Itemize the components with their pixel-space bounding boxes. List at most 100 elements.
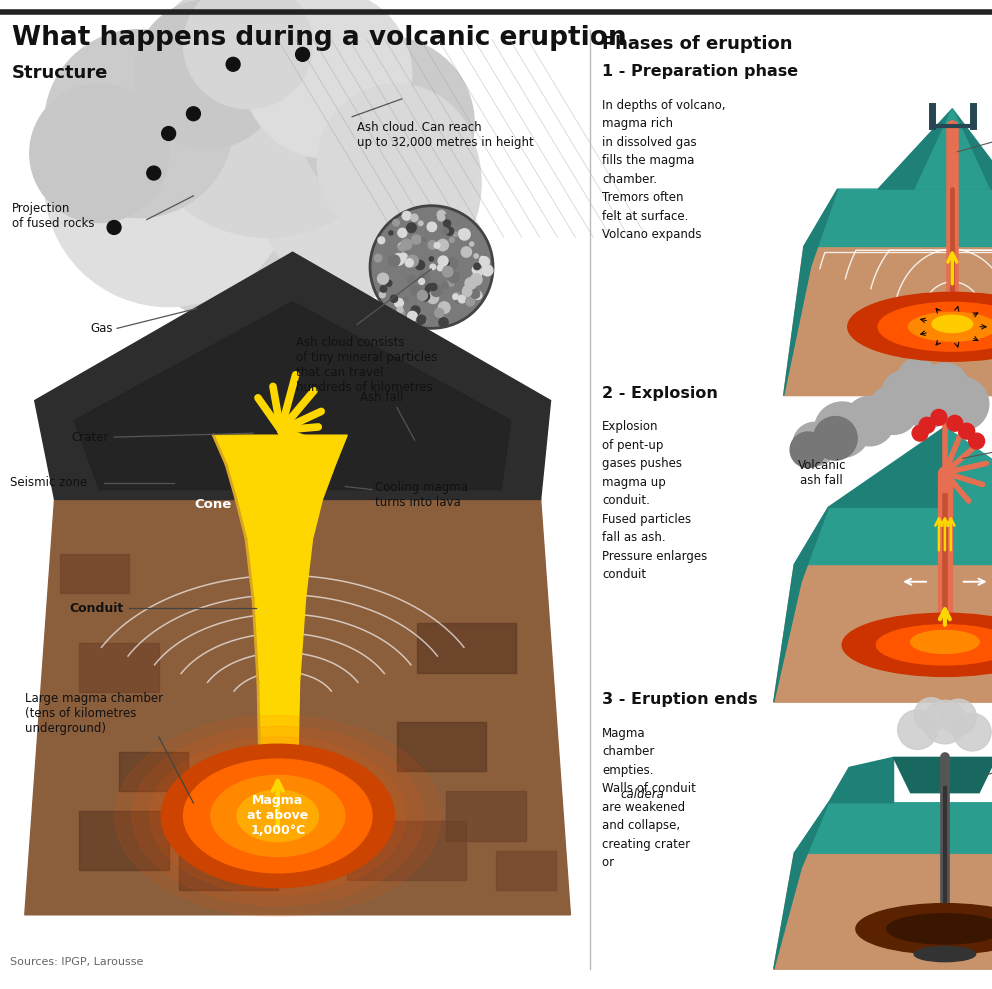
Circle shape bbox=[930, 409, 946, 425]
Polygon shape bbox=[795, 507, 992, 565]
Circle shape bbox=[446, 258, 458, 269]
Circle shape bbox=[393, 253, 405, 265]
Circle shape bbox=[374, 254, 382, 262]
Circle shape bbox=[421, 292, 430, 301]
Polygon shape bbox=[795, 803, 992, 854]
Ellipse shape bbox=[877, 625, 992, 665]
Circle shape bbox=[184, 0, 312, 109]
Ellipse shape bbox=[932, 315, 972, 332]
Circle shape bbox=[437, 214, 444, 221]
Circle shape bbox=[935, 377, 989, 430]
Circle shape bbox=[426, 284, 437, 296]
Circle shape bbox=[953, 713, 991, 751]
Circle shape bbox=[391, 295, 398, 303]
Circle shape bbox=[408, 276, 416, 284]
Polygon shape bbox=[774, 507, 828, 702]
Circle shape bbox=[455, 297, 461, 303]
Text: Crater: Crater bbox=[71, 430, 109, 444]
Circle shape bbox=[790, 432, 825, 468]
Circle shape bbox=[417, 315, 426, 324]
Circle shape bbox=[452, 294, 458, 300]
Circle shape bbox=[386, 280, 392, 286]
Circle shape bbox=[913, 425, 929, 441]
Circle shape bbox=[428, 292, 438, 304]
Circle shape bbox=[401, 239, 412, 250]
Circle shape bbox=[134, 0, 402, 237]
Circle shape bbox=[481, 258, 487, 263]
Circle shape bbox=[462, 287, 472, 297]
Text: What happens during a volcanic eruption: What happens during a volcanic eruption bbox=[12, 25, 627, 50]
Circle shape bbox=[431, 264, 435, 270]
Circle shape bbox=[416, 260, 425, 270]
Circle shape bbox=[162, 127, 176, 140]
Circle shape bbox=[147, 166, 161, 180]
Circle shape bbox=[443, 220, 450, 226]
Text: © AFP: © AFP bbox=[913, 953, 962, 967]
Circle shape bbox=[946, 415, 962, 431]
Polygon shape bbox=[784, 189, 837, 396]
Circle shape bbox=[296, 47, 310, 61]
Ellipse shape bbox=[237, 790, 318, 842]
Circle shape bbox=[421, 317, 427, 323]
Text: Gas: Gas bbox=[90, 321, 113, 335]
Circle shape bbox=[482, 265, 493, 276]
Circle shape bbox=[393, 220, 400, 226]
Text: 3 - Eruption ends: 3 - Eruption ends bbox=[602, 692, 758, 707]
Circle shape bbox=[448, 272, 459, 283]
Polygon shape bbox=[179, 841, 278, 890]
Circle shape bbox=[407, 223, 417, 232]
Circle shape bbox=[380, 286, 387, 292]
Text: Sources: IPGP, Larousse: Sources: IPGP, Larousse bbox=[10, 957, 143, 967]
Circle shape bbox=[465, 278, 476, 289]
Circle shape bbox=[465, 297, 475, 306]
Ellipse shape bbox=[115, 716, 440, 916]
Polygon shape bbox=[397, 722, 486, 771]
Circle shape bbox=[461, 247, 471, 257]
Circle shape bbox=[445, 227, 453, 235]
Circle shape bbox=[378, 273, 389, 284]
Circle shape bbox=[845, 397, 895, 446]
Ellipse shape bbox=[856, 904, 992, 954]
Circle shape bbox=[389, 255, 400, 266]
Text: Ash cloud. Can reach
up to 32,000 metres in height: Ash cloud. Can reach up to 32,000 metres… bbox=[357, 121, 534, 148]
Circle shape bbox=[99, 0, 436, 331]
Circle shape bbox=[442, 215, 446, 220]
Circle shape bbox=[418, 291, 428, 301]
Circle shape bbox=[459, 228, 470, 240]
Circle shape bbox=[404, 297, 408, 302]
Ellipse shape bbox=[909, 313, 992, 341]
Ellipse shape bbox=[132, 726, 424, 906]
Circle shape bbox=[243, 0, 412, 158]
Circle shape bbox=[411, 285, 421, 296]
Ellipse shape bbox=[162, 744, 395, 888]
Circle shape bbox=[923, 700, 966, 744]
Circle shape bbox=[408, 312, 418, 321]
Circle shape bbox=[419, 221, 423, 225]
Circle shape bbox=[253, 69, 481, 297]
Ellipse shape bbox=[848, 293, 992, 361]
Circle shape bbox=[367, 435, 377, 445]
Ellipse shape bbox=[211, 775, 345, 856]
Circle shape bbox=[958, 423, 975, 439]
Circle shape bbox=[430, 284, 436, 291]
Circle shape bbox=[186, 107, 200, 121]
Text: Cooling magma
turns into lava: Cooling magma turns into lava bbox=[375, 481, 468, 508]
Polygon shape bbox=[774, 854, 992, 969]
Circle shape bbox=[419, 273, 430, 284]
Circle shape bbox=[134, 0, 283, 148]
Circle shape bbox=[397, 307, 403, 313]
Text: Explosion
of pent-up
gases pushes
magma up
conduit.
Fused particles
fall as ash.: Explosion of pent-up gases pushes magma … bbox=[602, 420, 707, 582]
Text: Structure: Structure bbox=[12, 64, 108, 82]
Text: 1 - Preparation phase: 1 - Preparation phase bbox=[602, 64, 799, 79]
Circle shape bbox=[447, 280, 454, 286]
Circle shape bbox=[480, 256, 485, 261]
Circle shape bbox=[378, 237, 385, 243]
Circle shape bbox=[337, 396, 347, 405]
Circle shape bbox=[430, 257, 434, 261]
Text: Magma
at above
1,000°C: Magma at above 1,000°C bbox=[247, 794, 309, 838]
Circle shape bbox=[441, 319, 447, 325]
Circle shape bbox=[968, 433, 984, 449]
Circle shape bbox=[452, 293, 460, 301]
Circle shape bbox=[431, 286, 441, 297]
Text: Seismic zone: Seismic zone bbox=[10, 476, 87, 490]
